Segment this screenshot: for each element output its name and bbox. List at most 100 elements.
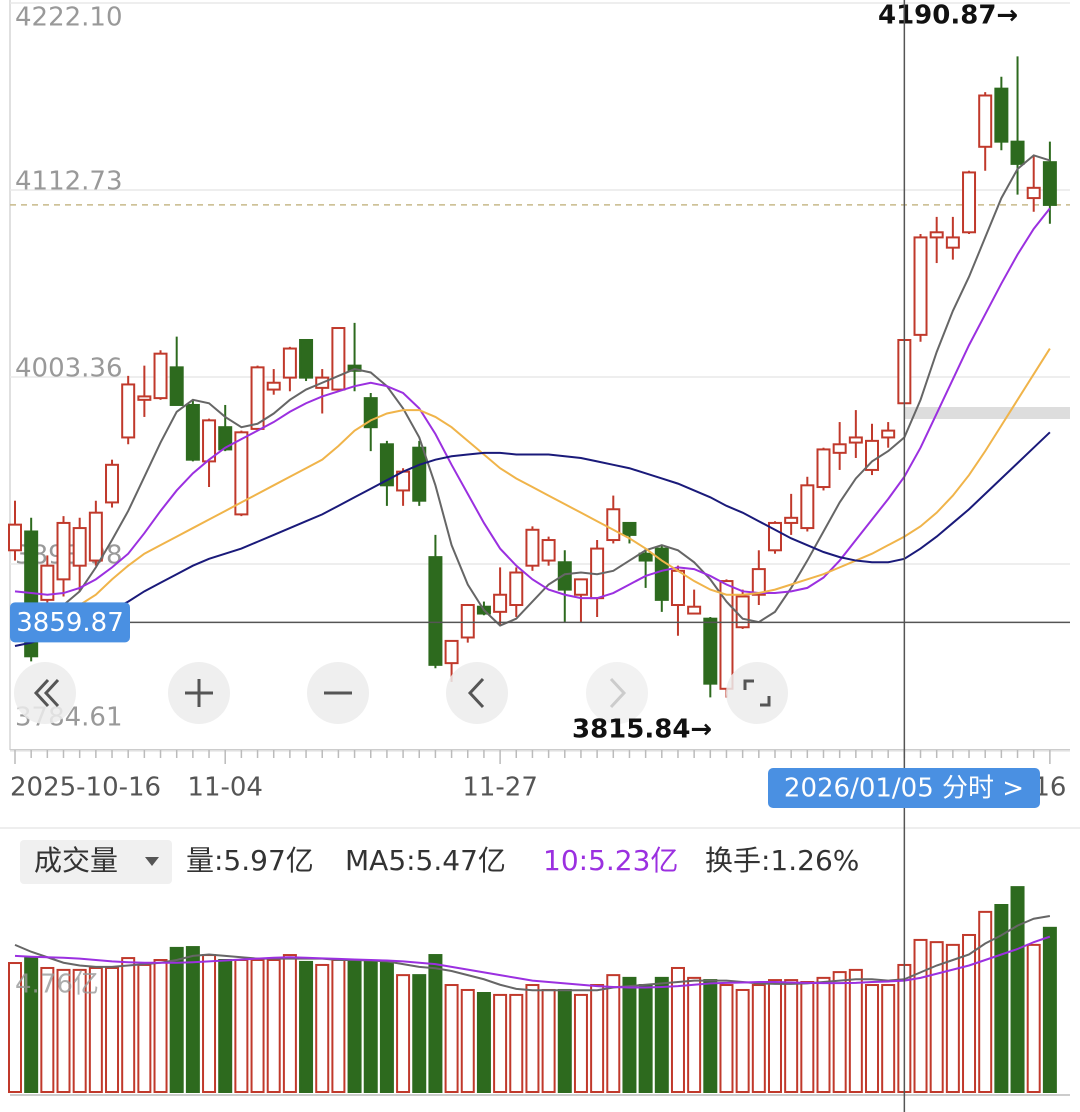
zoom-in-icon (185, 679, 213, 707)
candle-body (88, 511, 103, 562)
volume-bar (282, 954, 297, 1093)
candle-body (832, 443, 847, 454)
ma-line (14, 154, 1051, 627)
candle-body (105, 463, 120, 504)
volume-bar (541, 988, 556, 1093)
volume-ma-line (14, 915, 1051, 992)
volume-bar (8, 962, 22, 1094)
crosshair-price-box (10, 602, 130, 643)
candle-body (266, 381, 281, 391)
candle-body (444, 639, 459, 665)
volume-bar (299, 960, 314, 1093)
candle-body (751, 568, 766, 596)
controls[interactable] (14, 662, 788, 724)
candle-body (379, 443, 394, 487)
volume-bar (56, 968, 71, 1094)
ma-line (14, 431, 1051, 648)
low-annotation: 3815.84→ (572, 715, 712, 745)
volume-bar (525, 984, 540, 1094)
candle-body (573, 578, 588, 596)
volume-bar (250, 959, 265, 1093)
volume-bar (428, 954, 443, 1093)
candle-body (800, 484, 815, 530)
candle-body (557, 561, 572, 591)
volume-bar (1042, 926, 1057, 1094)
volume-bar (848, 968, 863, 1094)
crosshair-date: 2026/01/05 分时 > (784, 774, 1024, 804)
ma10-stat: 10:5.23亿 (543, 844, 678, 877)
candle-body (40, 564, 55, 601)
volume-bar (784, 979, 799, 1094)
candle-body (1042, 161, 1057, 206)
overlay: 4190.87→ 3815.84→ 3859.87 2026/01/05 分时 > (10, 0, 1070, 1112)
candle-body (202, 419, 217, 463)
candle-body (606, 508, 621, 542)
volume-bar (654, 976, 669, 1093)
prev-button[interactable] (446, 662, 508, 724)
candle-body (622, 521, 637, 536)
indicator-selector[interactable] (20, 840, 172, 884)
volume-bar (832, 971, 847, 1093)
x-tick-label: 2025-10-16 (10, 773, 161, 803)
volume-bar (379, 960, 394, 1093)
volume-bar (460, 988, 475, 1093)
crosshair-price: 3859.87 (16, 608, 124, 638)
candle-body (945, 236, 960, 249)
volume-bar (331, 959, 346, 1093)
candle-body (638, 552, 653, 562)
volume-bar (315, 963, 330, 1094)
high-annotation: 4190.87→ (878, 1, 1018, 31)
candle-body (994, 87, 1009, 143)
y-tick-label: 4112.73 (15, 166, 123, 196)
volume-bar (40, 966, 55, 1093)
ma-line (14, 348, 1051, 627)
volume-bar (622, 976, 637, 1093)
volume-bar (72, 968, 87, 1094)
candle-body (282, 347, 297, 379)
volume-bar (234, 959, 249, 1093)
candle-body (1026, 186, 1041, 200)
plot: 3784.613893.984003.364112.734222.102025-… (8, 2, 1070, 1094)
candle-body (72, 527, 87, 567)
candle-body (1010, 140, 1025, 165)
volume-bar (703, 979, 718, 1094)
volume-bar (881, 984, 896, 1094)
volume-bar (412, 974, 427, 1093)
volume-bar (638, 984, 653, 1094)
volume-bar (573, 993, 588, 1093)
fullscreen-button[interactable] (726, 662, 788, 724)
next-button[interactable] (586, 662, 648, 724)
volume-bar (476, 992, 491, 1093)
volume-bar (719, 984, 734, 1094)
dropdown-icon (145, 857, 159, 866)
candle-body (218, 426, 233, 451)
volume-bar (363, 960, 378, 1093)
candle-body (299, 338, 314, 379)
candle-body (670, 569, 685, 607)
volume-bar (1010, 886, 1025, 1093)
volume-bar (266, 959, 281, 1093)
volume-bar (557, 988, 572, 1093)
candle-body (493, 593, 508, 613)
ma-line (14, 207, 1051, 600)
y-tick-label: 4003.36 (15, 353, 123, 383)
candle-body (153, 352, 168, 400)
volume-bar (606, 974, 621, 1093)
volume-bar (929, 941, 944, 1093)
fullscreen-icon (743, 679, 771, 707)
candle-body (816, 448, 831, 489)
candle-body (509, 571, 524, 607)
volume-bar (800, 981, 815, 1093)
ma5-stat: MA5:5.47亿 (345, 844, 506, 877)
volume-bar (978, 910, 993, 1093)
volume-bar (185, 946, 200, 1094)
candle-body (541, 539, 556, 562)
candle-body (460, 604, 475, 639)
candle-body (962, 171, 977, 234)
candle-body (929, 231, 944, 239)
volume-bar (137, 963, 152, 1094)
candle-body (848, 436, 863, 444)
candle-body (121, 383, 136, 439)
volume-bar (24, 957, 39, 1094)
